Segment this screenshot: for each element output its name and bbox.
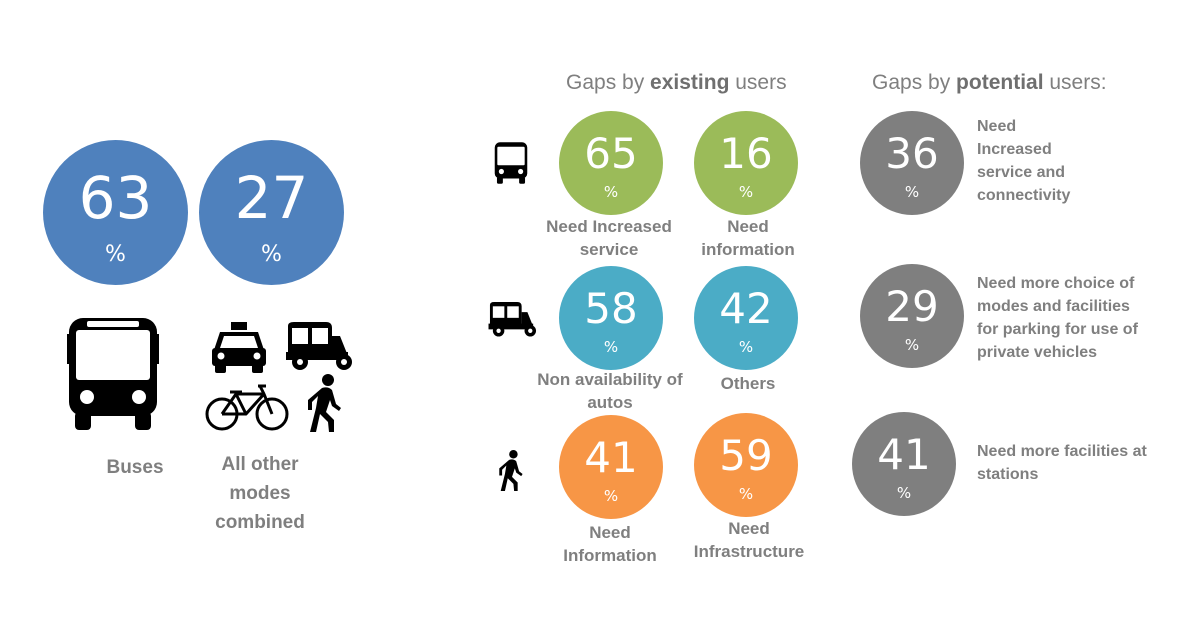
auto-availability-circle: 58 % xyxy=(559,266,663,370)
walk-information-value: 41 xyxy=(584,433,638,482)
walk-potential-circle: 41 % xyxy=(852,412,956,516)
existing-users-header: Gaps by existing users xyxy=(566,71,787,95)
walk-infrastructure-label: Need Infrastructure xyxy=(693,519,805,561)
bus-increased-service-circle: 65 % xyxy=(559,111,663,215)
bus-increased-service-value: 65 xyxy=(584,129,638,178)
row-auto-rickshaw-icon xyxy=(488,302,537,337)
potential-header-prefix: Gaps by xyxy=(872,71,957,94)
auto-rickshaw-icon xyxy=(286,322,352,370)
other-modes-label: All other modes combined xyxy=(215,454,305,533)
auto-availability-value: 58 xyxy=(584,284,638,333)
auto-potential-circle: 29 % xyxy=(860,264,964,368)
buses-share-unit: % xyxy=(105,242,126,267)
auto-availability-unit: % xyxy=(603,338,619,356)
auto-others-value: 42 xyxy=(719,284,773,333)
buses-label: Buses xyxy=(106,457,164,478)
walk-information-unit: % xyxy=(603,487,619,505)
auto-availability-label: Non availability of autos xyxy=(537,370,683,412)
potential-users-header: Gaps by potential users: xyxy=(872,71,1107,95)
walk-information-label: Need Information xyxy=(563,523,657,565)
walk-information-circle: 41 % xyxy=(559,415,663,519)
existing-header-suffix: users xyxy=(729,71,787,94)
bus-information-label: Need information xyxy=(701,217,795,259)
potential-header-suffix: users: xyxy=(1043,71,1107,94)
auto-potential-label: Need more choice of modes and facilities… xyxy=(977,275,1138,361)
potential-header-bold: potential xyxy=(956,71,1044,94)
bus-icon xyxy=(67,318,159,430)
bus-potential-label: Need Increased service and connectivity xyxy=(977,118,1071,204)
walk-infrastructure-value: 59 xyxy=(719,431,773,480)
bus-information-circle: 16 % xyxy=(694,111,798,215)
walk-potential-value: 41 xyxy=(877,430,931,479)
buses-share-value: 63 xyxy=(78,164,153,232)
bus-increased-service-label: Need Increased service xyxy=(546,217,672,259)
bus-potential-value: 36 xyxy=(885,129,939,178)
row-pedestrian-icon xyxy=(499,450,523,491)
other-modes-share-unit: % xyxy=(261,242,282,267)
row-bus-icon xyxy=(494,142,528,184)
bus-information-value: 16 xyxy=(719,129,773,178)
existing-header-prefix: Gaps by xyxy=(566,71,651,94)
bicycle-icon xyxy=(205,384,289,431)
bus-information-unit: % xyxy=(738,183,754,201)
walk-potential-label: Need more facilities at stations xyxy=(977,443,1147,483)
auto-others-label: Others xyxy=(720,374,776,393)
bus-potential-unit: % xyxy=(904,183,920,201)
taxi-icon xyxy=(212,322,266,373)
buses-share-circle: 63 % xyxy=(43,140,188,285)
auto-potential-value: 29 xyxy=(885,282,939,331)
existing-header-bold: existing xyxy=(650,71,730,94)
other-modes-share-value: 27 xyxy=(234,164,309,232)
pedestrian-icon xyxy=(308,374,341,432)
bus-increased-service-unit: % xyxy=(603,183,619,201)
walk-infrastructure-circle: 59 % xyxy=(694,413,798,517)
auto-others-circle: 42 % xyxy=(694,266,798,370)
bus-potential-circle: 36 % xyxy=(860,111,964,215)
walk-potential-unit: % xyxy=(896,484,912,502)
auto-others-unit: % xyxy=(738,338,754,356)
walk-infrastructure-unit: % xyxy=(738,485,754,503)
other-modes-share-circle: 27 % xyxy=(199,140,344,285)
auto-potential-unit: % xyxy=(904,336,920,354)
